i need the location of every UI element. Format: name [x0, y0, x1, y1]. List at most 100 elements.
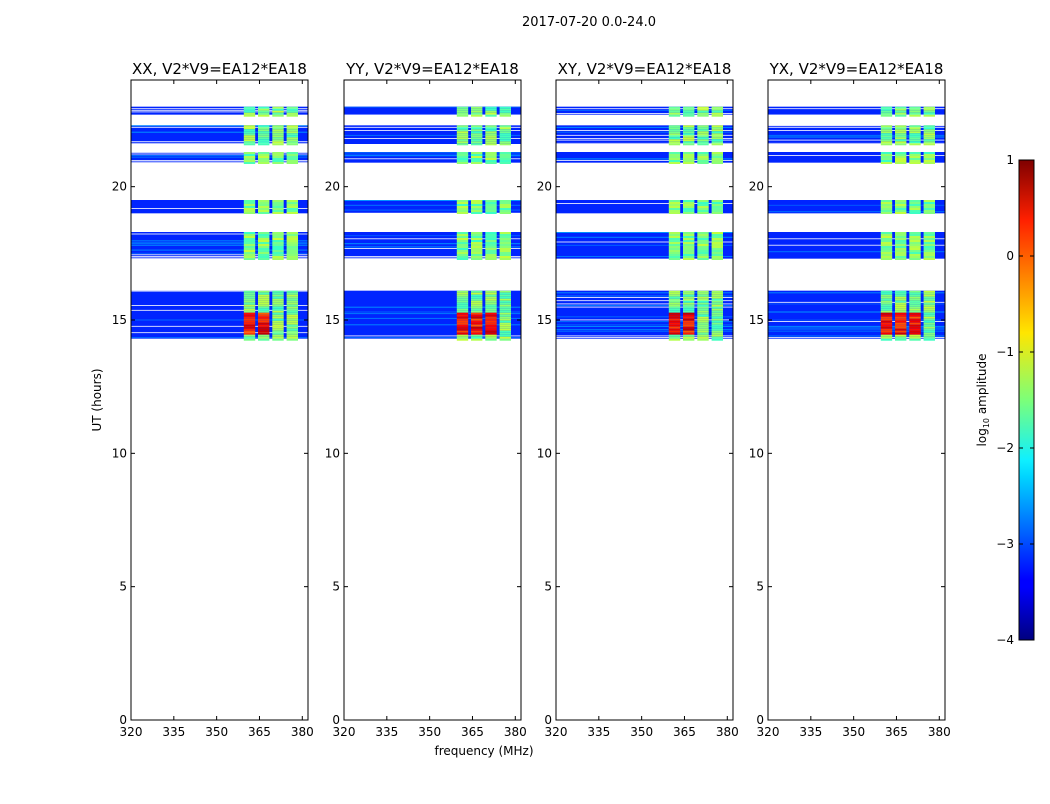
- rfi-cell: [499, 320, 511, 323]
- noise-row: [344, 313, 521, 315]
- rfi-cell: [923, 232, 935, 234]
- rfi-cell: [485, 236, 497, 238]
- rfi-cell: [697, 206, 709, 208]
- rfi-cell: [456, 202, 469, 204]
- flagged-row: [131, 208, 308, 209]
- rfi-cell: [895, 292, 907, 295]
- rfi-cell: [471, 162, 483, 164]
- flagged-row: [131, 257, 308, 259]
- rfi-cell: [923, 135, 935, 138]
- rfi-cell: [258, 204, 270, 206]
- rfi-cell: [499, 137, 511, 140]
- flagged-row: [131, 161, 308, 163]
- rfi-cell: [711, 336, 723, 339]
- rfi-cell: [880, 158, 893, 160]
- rfi-cell: [909, 308, 921, 311]
- rfi-cell: [711, 252, 723, 254]
- rfi-cell: [697, 302, 709, 305]
- rfi-cell: [272, 106, 284, 109]
- rfi-cell: [909, 330, 921, 333]
- rfi-cell: [243, 296, 256, 299]
- rfi-cell: [923, 133, 935, 136]
- noise-row: [344, 204, 521, 206]
- rfi-cell: [499, 108, 511, 111]
- rfi-cell: [683, 154, 695, 156]
- rfi-cell: [286, 114, 298, 117]
- rfi-cell: [471, 306, 483, 309]
- rfi-cell: [711, 316, 723, 319]
- rfi-cell: [711, 234, 723, 236]
- y-tick-label: 20: [537, 180, 552, 194]
- panel-1: 320 335 350 365 380 0 5 10 15 20 XX, V2*V9=EA12*EA…: [112, 60, 314, 739]
- rfi-cell: [909, 314, 921, 317]
- rfi-cell: [243, 338, 256, 341]
- rfi-cell: [286, 328, 298, 331]
- noise-row: [768, 134, 945, 136]
- rfi-cell: [683, 162, 695, 164]
- rfi-cell: [286, 248, 298, 250]
- rfi-cell: [272, 206, 284, 208]
- rfi-cell: [456, 258, 469, 260]
- rfi-cell: [272, 114, 284, 117]
- rfi-cell: [258, 300, 270, 303]
- rfi-cell: [697, 236, 709, 238]
- rfi-cell: [711, 242, 723, 244]
- rfi-cell: [711, 256, 723, 258]
- rfi-cell: [456, 336, 469, 339]
- rfi-cell: [471, 202, 483, 204]
- rfi-cell: [243, 318, 256, 321]
- rfi-cell: [668, 110, 681, 113]
- rfi-cell: [923, 141, 935, 144]
- rfi-cell: [499, 204, 511, 206]
- rfi-cell: [485, 334, 497, 337]
- rfi-cell: [880, 330, 893, 333]
- rfi-cell: [499, 234, 511, 236]
- rfi-cell: [683, 336, 695, 339]
- rfi-cell: [895, 238, 907, 240]
- rfi-cell: [880, 320, 893, 323]
- rfi-cell: [683, 298, 695, 301]
- rfi-cell: [697, 298, 709, 301]
- rfi-cell: [909, 131, 921, 134]
- rfi-cell: [697, 125, 709, 128]
- rfi-cell: [895, 242, 907, 244]
- rfi-cell: [895, 200, 907, 202]
- rfi-cell: [697, 258, 709, 260]
- data-band: [131, 232, 308, 260]
- rfi-cell: [923, 252, 935, 254]
- rfi-cell: [880, 334, 893, 337]
- rfi-cell: [272, 314, 284, 317]
- band-background: [344, 106, 521, 115]
- rfi-cell: [909, 137, 921, 140]
- rfi-cell: [880, 324, 893, 327]
- noise-row: [556, 292, 733, 294]
- rfi-cell: [286, 324, 298, 327]
- rfi-cell: [286, 133, 298, 136]
- noise-row: [131, 243, 308, 245]
- rfi-cell: [286, 326, 298, 329]
- y-tick-label: 15: [749, 313, 764, 327]
- rfi-cell: [272, 308, 284, 311]
- noise-row: [768, 319, 945, 321]
- rfi-cell: [923, 256, 935, 258]
- rfi-cell: [880, 336, 893, 339]
- rfi-cell: [711, 240, 723, 242]
- rfi-cell: [456, 334, 469, 337]
- rfi-cell: [697, 254, 709, 256]
- rfi-cell: [895, 112, 907, 115]
- rfi-cell: [697, 244, 709, 246]
- flagged-row: [768, 155, 945, 156]
- rfi-cell: [456, 246, 469, 248]
- rfi-cell: [456, 316, 469, 319]
- rfi-cell: [258, 135, 270, 138]
- rfi-cell: [272, 108, 284, 111]
- rfi-cell: [668, 232, 681, 234]
- rfi-cell: [668, 240, 681, 242]
- rfi-cell: [711, 131, 723, 134]
- rfi-cell: [895, 248, 907, 250]
- data-band: [768, 232, 945, 260]
- rfi-cell: [485, 133, 497, 136]
- rfi-cell: [880, 338, 893, 341]
- rfi-cell: [668, 328, 681, 331]
- rfi-cell: [258, 248, 270, 250]
